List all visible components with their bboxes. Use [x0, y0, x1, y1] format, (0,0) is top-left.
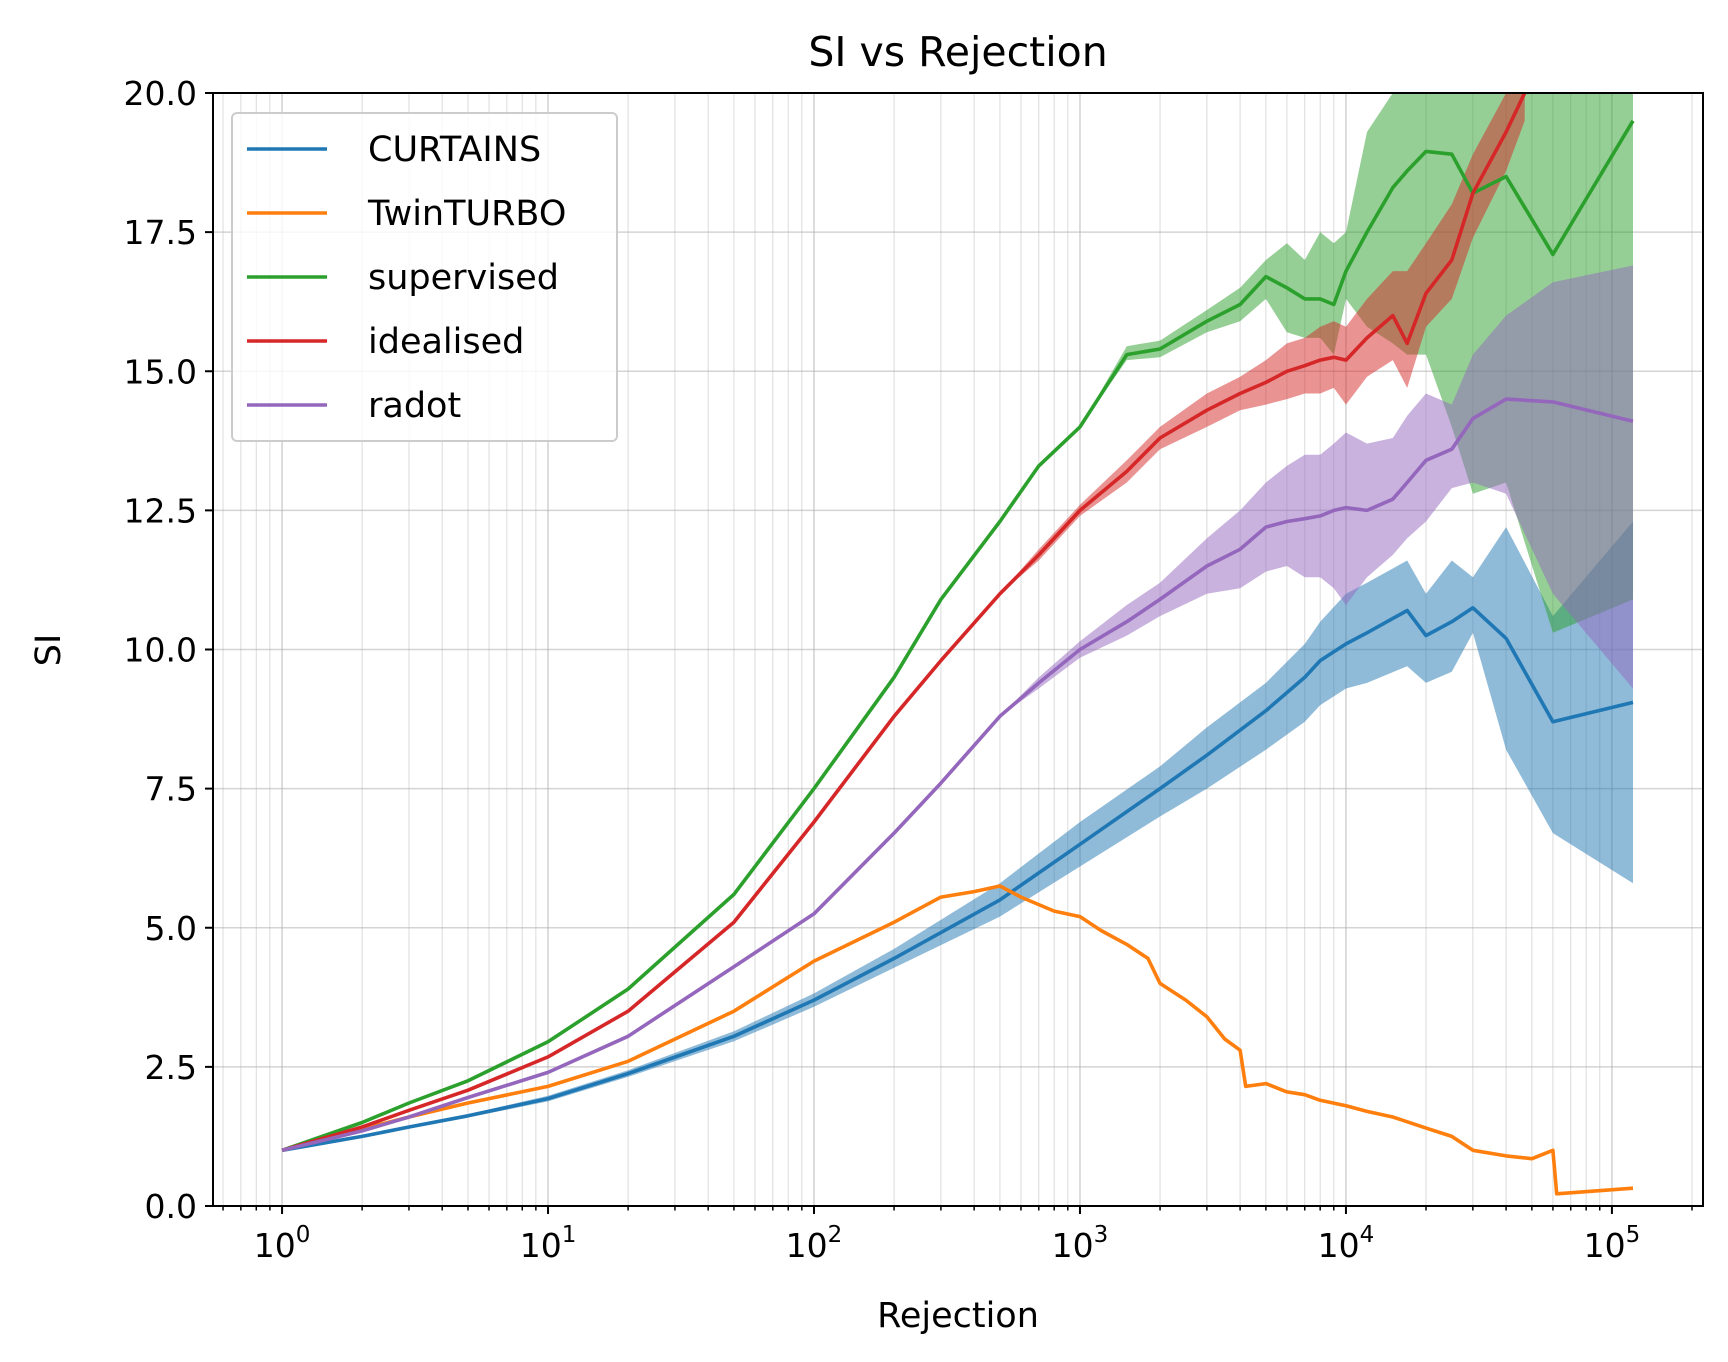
y-tick-label: 12.5 — [124, 491, 197, 530]
x-tick-label: 102 — [786, 1222, 843, 1265]
y-tick-label: 20.0 — [124, 74, 197, 113]
y-tick-label: 0.0 — [145, 1187, 197, 1226]
line-supervised — [281, 119, 1635, 1153]
band-curtains — [282, 521, 1634, 1151]
confidence-bands — [282, 93, 1634, 1151]
axis-ticks: 0.0 2.5 5.0 7.5 10.0 12.5 15.0 17.5 20.0 100 101 10… — [124, 74, 1693, 1265]
band-radot — [282, 265, 1634, 1151]
legend-label-supervised: supervised — [368, 258, 559, 298]
series-lines — [281, 93, 1635, 1196]
legend-label-idealised: idealised — [368, 322, 524, 362]
y-tick-label: 10.0 — [124, 631, 197, 670]
y-tick-label: 2.5 — [145, 1048, 197, 1087]
chart-title: SI vs Rejection — [808, 28, 1107, 76]
line-radot — [281, 397, 1634, 1153]
y-tick-label: 5.0 — [145, 909, 197, 948]
x-tick-label: 103 — [1052, 1222, 1109, 1265]
line-curtains — [281, 605, 1634, 1153]
legend-label-curtains: CURTAINS — [368, 130, 541, 170]
legend-label-radot: radot — [368, 386, 461, 426]
legend-label-twinturbo: TwinTURBO — [367, 194, 566, 234]
x-tick-label: 101 — [520, 1222, 577, 1265]
y-axis-title: SI — [29, 634, 69, 667]
x-tick-label: 105 — [1584, 1222, 1641, 1265]
y-tick-label: 7.5 — [145, 770, 197, 809]
line-idealised — [281, 93, 1527, 1153]
y-tick-label: 15.0 — [124, 352, 197, 391]
x-tick-label: 100 — [254, 1222, 311, 1265]
x-axis-title: Rejection — [877, 1296, 1039, 1336]
line-twinturbo — [281, 884, 1634, 1196]
x-tick-label: 104 — [1318, 1222, 1375, 1265]
legend-box — [231, 112, 618, 442]
y-tick-label: 17.5 — [124, 213, 197, 252]
band-supervised — [282, 93, 1634, 1151]
legend: CURTAINS TwinTURBO supervised idealised rado… — [231, 112, 618, 442]
